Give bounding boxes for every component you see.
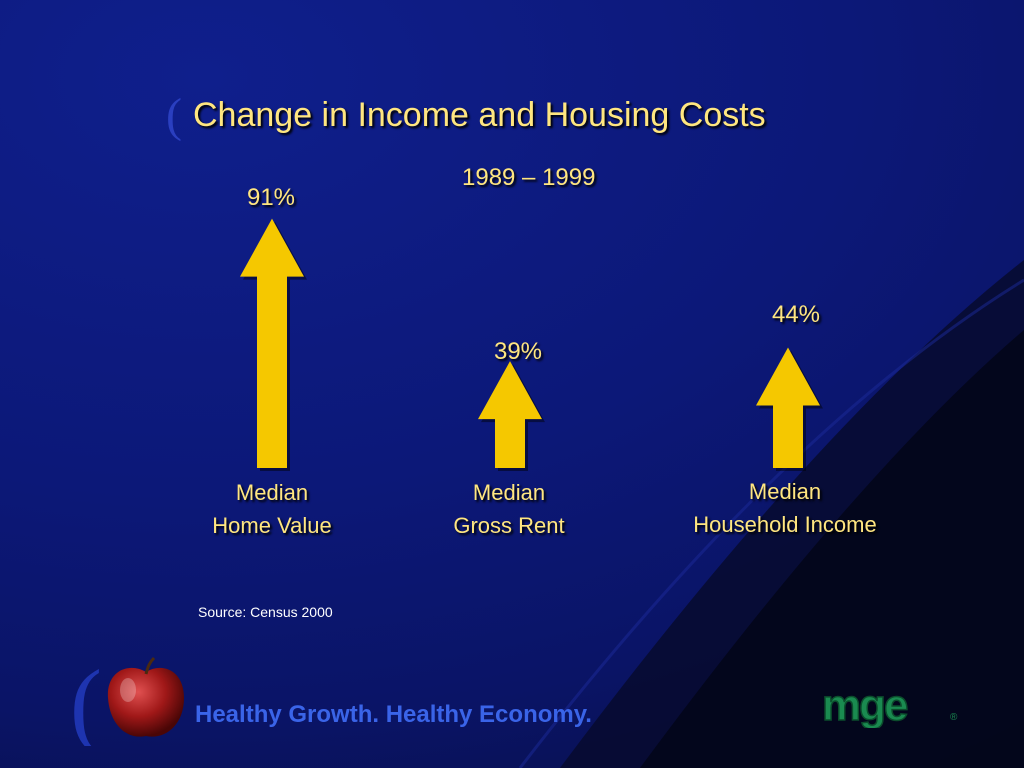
svg-text:(: (	[70, 656, 102, 746]
arrow-bar-gross-rent	[478, 361, 542, 468]
value-label-household-income: 44%	[771, 301, 821, 328]
category-label-line: Median	[472, 480, 546, 505]
source-note: Source: Census 2000	[198, 604, 333, 620]
category-label-household-income: Median Household Income	[665, 475, 905, 541]
slide-subtitle: 1989 – 1999	[462, 164, 596, 191]
arrow-bar-home-value	[240, 218, 304, 468]
apple-icon: (	[70, 656, 184, 746]
title-bracket-decoration: (	[166, 89, 182, 142]
value-label-gross-rent: 39%	[493, 338, 543, 365]
category-label-line: Median	[235, 480, 309, 505]
value-label-home-value: 91%	[246, 184, 296, 211]
category-label-line: Home Value	[212, 513, 332, 538]
category-label-line: Household Income	[693, 512, 877, 537]
category-label-home-value: Median Home Value	[172, 476, 372, 542]
arrow-bar-household-income	[756, 347, 820, 468]
logo-text: mge	[822, 681, 907, 728]
tagline: Healthy Growth. Healthy Economy.	[195, 701, 592, 728]
slide-title: Change in Income and Housing Costs	[193, 96, 766, 134]
category-label-gross-rent: Median Gross Rent	[409, 476, 609, 542]
category-label-line: Median	[748, 479, 822, 504]
mge-logo: mge ®	[821, 680, 958, 728]
category-label-line: Gross Rent	[453, 513, 565, 538]
svg-text:®: ®	[950, 712, 958, 723]
